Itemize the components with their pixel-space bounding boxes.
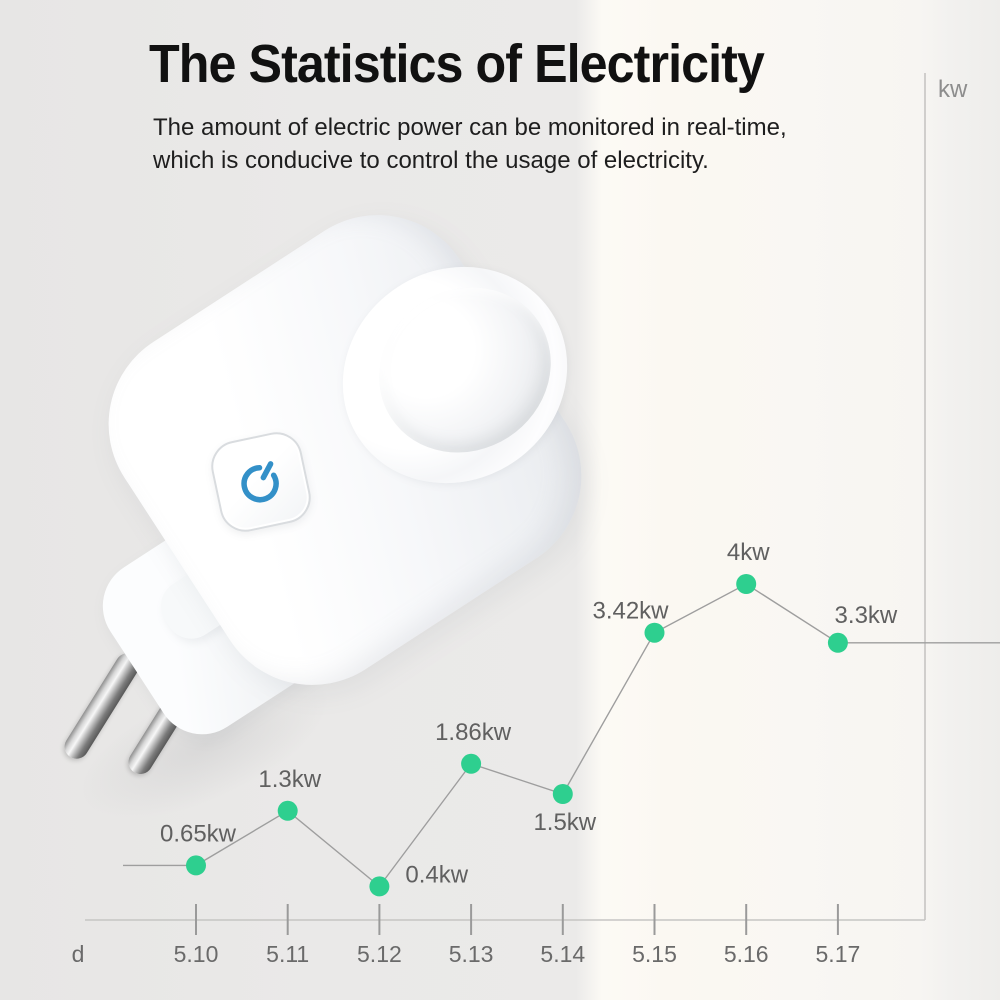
point-label: 0.4kw	[405, 861, 468, 888]
x-tick-label: 5.15	[632, 941, 677, 967]
point-label: 3.42kw	[592, 598, 669, 625]
x-tick-label: 5.16	[724, 941, 769, 967]
x-tick-label: 5.11	[266, 941, 309, 967]
data-point	[552, 784, 573, 804]
subtitle-line-2: which is conducive to control the usage …	[153, 147, 709, 174]
x-tick-label: 5.14	[540, 941, 585, 967]
data-point	[644, 622, 665, 643]
data-point	[827, 632, 848, 653]
subtitle-line-1: The amount of electric power can be moni…	[153, 114, 787, 141]
x-axis-unit: d	[72, 941, 85, 967]
point-label: 0.65kw	[160, 820, 237, 847]
page-title: The Statistics of Electricity	[149, 34, 765, 94]
x-tick-label: 5.12	[357, 941, 402, 967]
x-tick-label: 5.17	[816, 941, 861, 967]
y-axis-unit: kw	[938, 76, 968, 103]
x-tick-label: 5.13	[449, 941, 494, 967]
data-point	[461, 753, 482, 774]
data-point	[369, 876, 390, 897]
data-point	[277, 800, 298, 821]
point-label: 1.3kw	[258, 766, 321, 793]
usage-line	[123, 583, 1000, 888]
point-label: 1.5kw	[533, 809, 596, 836]
point-label: 3.3kw	[835, 602, 898, 629]
data-point	[186, 855, 206, 876]
point-label: 1.86kw	[435, 719, 512, 746]
page-subtitle: The amount of electric power can be moni…	[153, 111, 787, 177]
x-tick-label: 5.10	[174, 941, 219, 967]
data-point	[736, 574, 757, 594]
point-label: 4kw	[727, 539, 770, 566]
